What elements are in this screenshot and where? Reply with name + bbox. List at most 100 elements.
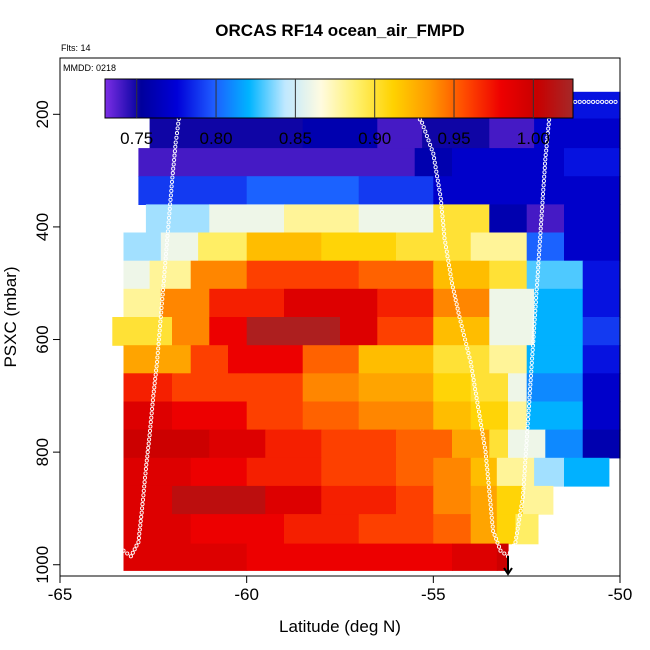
flight-track-point bbox=[164, 247, 169, 252]
heatmap-cell bbox=[246, 373, 304, 403]
flight-track-point bbox=[516, 522, 521, 527]
flight-track-point bbox=[526, 408, 531, 413]
heatmap-cell bbox=[582, 317, 621, 346]
heatmap-cell bbox=[433, 345, 490, 374]
flight-track-point bbox=[148, 424, 153, 429]
heatmap-cell bbox=[265, 429, 322, 459]
flight-track-point bbox=[530, 352, 535, 357]
heatmap-cell bbox=[377, 288, 434, 318]
heatmap-cell bbox=[526, 373, 584, 403]
heatmap-cell bbox=[534, 317, 584, 346]
flight-track-point bbox=[523, 456, 528, 461]
flight-track-point bbox=[544, 139, 550, 144]
heatmap-cell bbox=[284, 288, 378, 318]
flight-track-point bbox=[158, 314, 163, 320]
flight-track-point bbox=[525, 430, 530, 435]
flight-track-point bbox=[166, 215, 172, 220]
heatmap-cell bbox=[545, 429, 584, 459]
flight-track-point bbox=[149, 415, 154, 420]
flight-track-point bbox=[467, 355, 472, 360]
flight-track-point bbox=[525, 425, 530, 430]
flight-track-point bbox=[509, 547, 514, 552]
flight-track-point bbox=[130, 550, 135, 555]
flight-track-point bbox=[492, 532, 497, 537]
heatmap-cell bbox=[396, 429, 453, 459]
flight-track-point bbox=[440, 214, 445, 219]
flight-track-point bbox=[514, 531, 520, 536]
heatmap-cell bbox=[433, 514, 472, 545]
flight-track-point bbox=[490, 520, 495, 525]
flight-track-point bbox=[460, 328, 465, 333]
flight-track-point bbox=[163, 260, 168, 265]
flight-track-point bbox=[537, 248, 542, 253]
heatmap-cell bbox=[496, 543, 509, 571]
flight-track-point bbox=[541, 187, 546, 192]
heatmap-cell bbox=[582, 429, 621, 459]
flight-track-point bbox=[515, 526, 520, 531]
heatmap-cell bbox=[470, 176, 528, 205]
heatmap-cell bbox=[284, 204, 360, 234]
flight-track-point bbox=[498, 548, 503, 553]
flight-track-point bbox=[144, 458, 149, 463]
flight-track-point bbox=[507, 550, 512, 555]
flight-track-point bbox=[431, 151, 436, 156]
flight-track-point bbox=[143, 471, 148, 476]
flight-track-point bbox=[531, 339, 536, 344]
flight-track-point bbox=[159, 305, 164, 311]
flight-track-point bbox=[466, 350, 471, 356]
flight-track-point bbox=[172, 149, 177, 154]
flight-track-point bbox=[136, 535, 141, 541]
flight-track-point bbox=[453, 298, 458, 303]
flight-track-point bbox=[542, 174, 547, 179]
heatmap-cell bbox=[526, 345, 584, 374]
flight-track-point bbox=[429, 147, 434, 152]
flight-track-point bbox=[176, 121, 181, 126]
heatmap-cell bbox=[246, 543, 360, 571]
flight-track-point bbox=[172, 157, 177, 163]
colorbar-tick-label: 1.00 bbox=[517, 129, 550, 148]
y-tick-label: 800 bbox=[33, 438, 52, 466]
flight-track-point bbox=[154, 364, 159, 369]
flight-track-point bbox=[470, 369, 475, 374]
flight-track-point bbox=[158, 323, 163, 329]
flight-track-point bbox=[481, 436, 486, 441]
flight-track-point bbox=[523, 460, 528, 465]
flight-track-point bbox=[164, 242, 169, 247]
flight-track-point bbox=[134, 543, 139, 548]
heatmap-cell bbox=[377, 118, 423, 149]
flight-track-point bbox=[160, 296, 165, 302]
heatmap-cell bbox=[198, 232, 248, 262]
flight-track-point bbox=[168, 202, 173, 207]
heatmap-cell bbox=[534, 288, 584, 318]
flight-track-point bbox=[439, 205, 444, 210]
flight-track-point bbox=[156, 346, 161, 351]
flight-track-point bbox=[485, 467, 490, 472]
heatmap-cell bbox=[246, 317, 341, 346]
position-marker bbox=[503, 556, 513, 576]
flight-track-point bbox=[160, 292, 165, 297]
flight-track-point bbox=[450, 285, 455, 290]
flight-track-point bbox=[435, 174, 440, 179]
x-tick-label: -55 bbox=[421, 585, 446, 604]
flight-track-point bbox=[538, 226, 543, 231]
flight-track-point bbox=[544, 144, 549, 149]
heatmap-cell bbox=[340, 317, 378, 346]
flight-track-point bbox=[484, 463, 489, 468]
flight-track-point bbox=[451, 289, 456, 294]
flight-track-point bbox=[147, 433, 152, 438]
heatmap-cell bbox=[489, 429, 509, 459]
flight-track-point bbox=[531, 334, 536, 339]
flight-track-point bbox=[539, 209, 544, 214]
flight-track-point bbox=[146, 445, 151, 450]
flight-track-point bbox=[434, 169, 439, 174]
flight-track-point bbox=[538, 222, 544, 227]
heatmap-cell bbox=[470, 457, 498, 487]
flight-track-point bbox=[168, 193, 173, 198]
flight-track-point bbox=[518, 508, 523, 513]
flight-track-point bbox=[532, 326, 537, 331]
flight-track-point bbox=[533, 304, 538, 309]
flight-track-point bbox=[582, 99, 587, 104]
heatmap-cell bbox=[302, 401, 360, 431]
flight-track-point bbox=[573, 99, 578, 104]
